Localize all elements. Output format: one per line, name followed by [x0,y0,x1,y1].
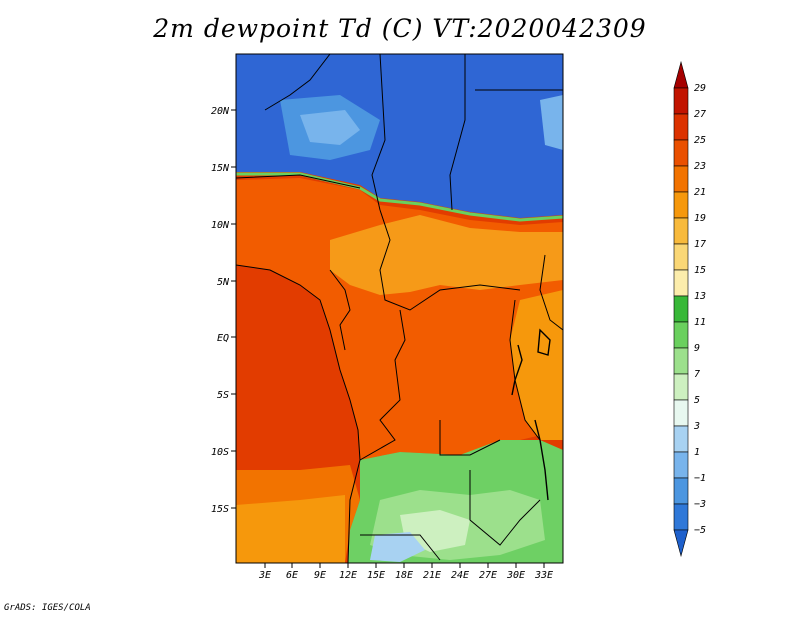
map-title: 2m dewpoint Td (C) VT:2020042309 [153,14,647,43]
lat-tick-label: 10N [211,220,230,231]
lon-tick: 18E [395,563,413,581]
lon-tick: 9E [314,563,326,581]
lon-tick-label: 9E [314,570,326,581]
colorbar-swatch [673,503,689,531]
lon-tick-label: 15E [367,570,385,581]
lat-tick: 5N [217,277,236,288]
lon-tick-label: 30E [506,570,525,581]
colorbar-label: 23 [694,161,706,172]
south-atlantic-light [236,495,345,563]
map-panel [236,54,563,563]
colorbar-swatch [673,425,689,453]
colorbar-swatch [673,321,689,349]
lon-tick-label: 3E [258,570,271,581]
colorbar-label: 17 [694,239,706,250]
lat-tick: 15N [211,163,236,174]
lat-tick-label: 15S [211,504,229,515]
lon-tick-label: 6E [286,570,298,581]
colorbar-label: 29 [694,83,706,94]
colorbar-label: −5 [694,525,706,536]
colorbar-swatch [673,139,689,167]
lon-tick: 24E [451,563,469,581]
colorbar-label: 1 [694,447,700,458]
lat-tick: 15S [211,504,236,515]
colorbar-swatch [673,529,689,558]
lat-tick: 20N [211,106,236,117]
lon-ticks: 3E 6E 9E 12E 15E 18E 21E 24E 27E 30E 33E [258,563,553,581]
colorbar-swatch [673,217,689,245]
lat-tick: EQ [217,333,236,344]
colorbar-swatch [673,60,689,89]
lon-tick-label: 18E [395,570,413,581]
colorbar-swatch [673,191,689,219]
colorbar-swatch [673,295,689,323]
lakes [511,328,551,501]
colorbar-swatch [673,451,689,479]
egypt-light-blue [540,95,563,150]
lon-tick-label: 12E [339,570,357,581]
lon-tick-label: 27E [479,570,497,581]
map-frame [235,53,564,564]
colorbar-label: 7 [694,369,700,380]
colorbar-label: 9 [694,343,700,354]
boundary-green-fringe [236,172,563,222]
lon-tick: 21E [423,563,441,581]
lon-tick: 27E [479,563,497,581]
colorbar-label: 27 [694,109,706,120]
colorbar-swatch [673,243,689,271]
lat-tick: 10S [211,447,236,458]
grads-credit: GrADS: IGES/COLA [4,603,91,613]
colorbar-label: −1 [694,473,706,484]
colorbar-swatch [673,347,689,375]
lat-tick: 10N [211,220,236,231]
east-orange-region [510,290,563,440]
colorbar-label: 13 [694,291,706,302]
lat-tick-label: 5S [217,390,229,401]
country-borders [236,54,563,563]
colorbar-swatch [673,477,689,505]
colorbar-label: 25 [694,135,706,146]
lon-tick-label: 33E [534,570,553,581]
lon-tick: 15E [367,563,385,581]
colorbar-swatch [673,373,689,401]
colorbar-swatch [673,165,689,193]
lon-tick: 30E [506,563,525,581]
colorbar [673,60,689,558]
southern-blue-patch [370,532,425,562]
lat-tick-label: 20N [211,106,230,117]
lon-tick-label: 21E [423,570,441,581]
lon-tick: 12E [339,563,357,581]
colorbar-labels: 29 27 25 23 21 19 17 15 13 11 9 7 5 3 1 … [693,83,706,536]
lat-tick-label: 10S [211,447,229,458]
colorbar-label: 15 [694,265,706,276]
colorbar-swatch [673,399,689,427]
lat-ticks: 20N 15N 10N 5N EQ 5S 10S 15S [211,106,236,515]
colorbar-label: 21 [694,187,706,198]
northern-lighter-blue [300,110,360,145]
lat-tick-label: 5N [217,277,230,288]
colorbar-label: −3 [694,499,706,510]
colorbar-label: 11 [694,317,706,328]
colorbar-label: 5 [694,395,700,406]
lat-tick-label: EQ [217,333,229,344]
lon-tick-label: 24E [451,570,469,581]
northern-dry-region [236,54,563,218]
colorbar-swatch [673,87,689,115]
lat-tick-label: 15N [211,163,230,174]
lon-tick: 6E [286,563,298,581]
lon-tick: 33E [534,563,553,581]
colorbar-swatch [673,269,689,297]
lat-tick: 5S [217,390,236,401]
lon-tick: 3E [258,563,271,581]
colorbar-swatch [673,113,689,141]
colorbar-label: 3 [693,421,700,432]
colorbar-label: 19 [694,213,706,224]
